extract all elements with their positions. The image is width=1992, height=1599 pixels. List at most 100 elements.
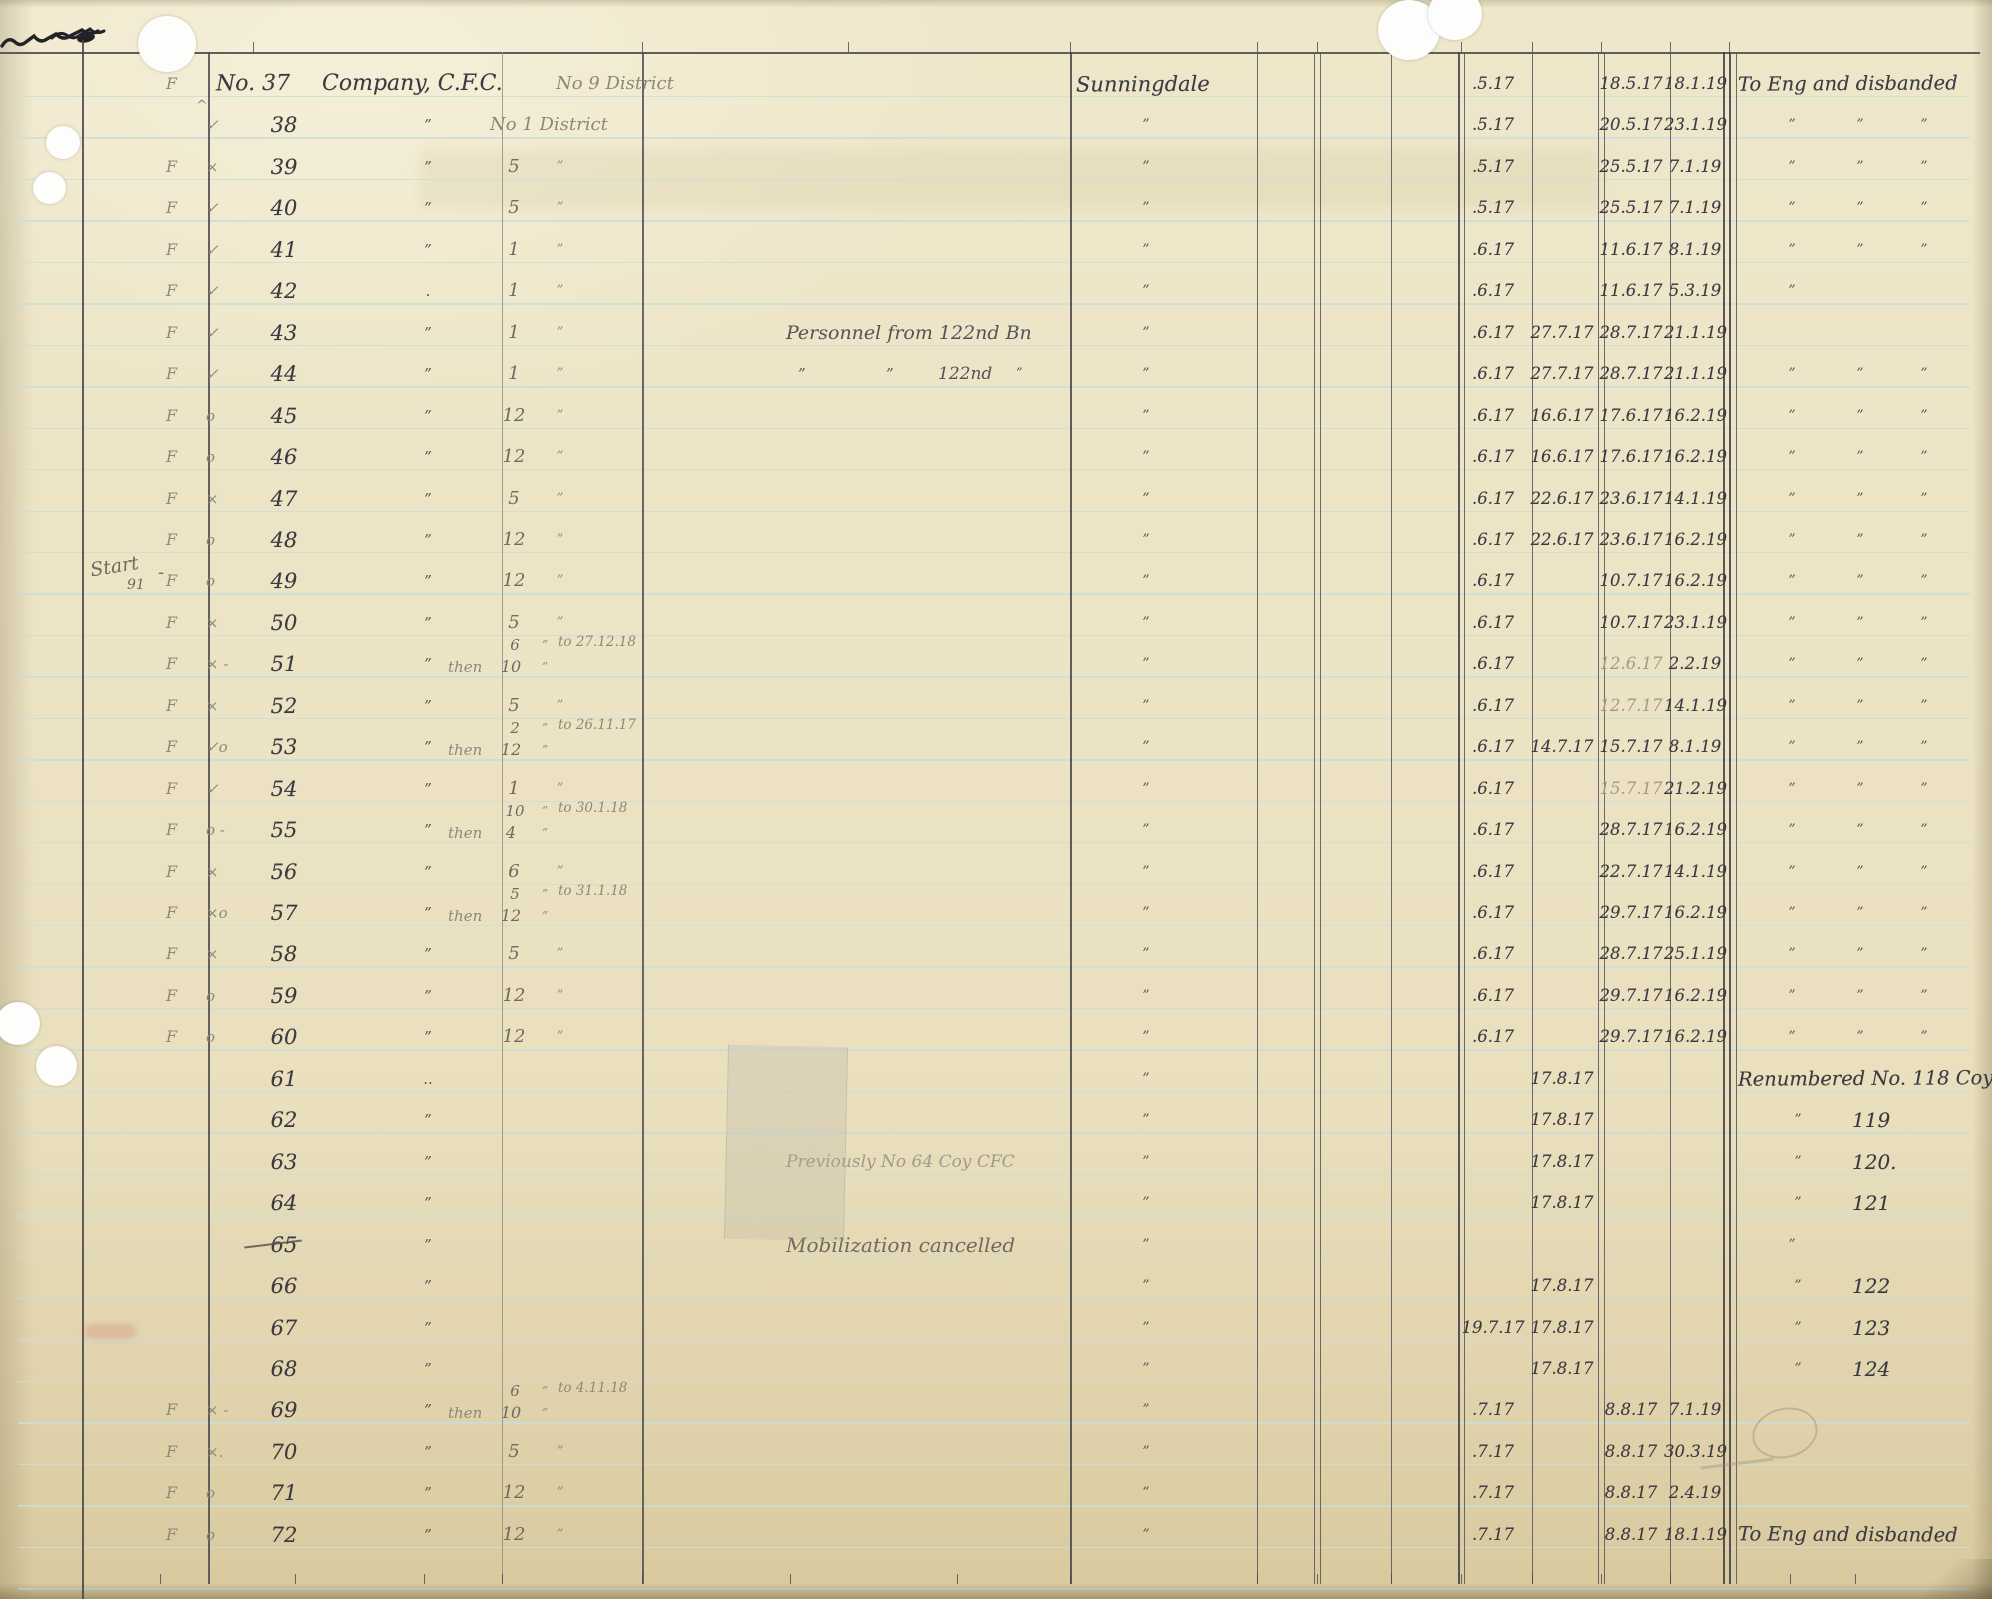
remark: Renumbered No. 118 Coy	[1737, 1065, 1992, 1091]
pencil-mark: ✓	[206, 116, 219, 135]
pencil-mark: ✓	[206, 323, 219, 342]
district-ditto: ”	[556, 490, 564, 506]
date-col-4: 21.1.19	[1664, 322, 1727, 342]
district-ditto: ”	[556, 158, 564, 174]
letter-f-annotation: F	[166, 985, 178, 1005]
district-change-until: to 31.1.18	[558, 883, 628, 899]
company-ditto: ”	[424, 696, 432, 715]
date-col-4: 16.2.19	[1664, 405, 1727, 425]
date-col-2: 14.7.17	[1530, 737, 1594, 757]
location-ditto: ”	[1142, 158, 1150, 175]
ruled-line	[18, 427, 1970, 429]
date-col-3: 28.7.17	[1599, 944, 1663, 964]
district-ditto: ”	[556, 531, 564, 547]
remark-ditto: ”	[1920, 573, 1928, 590]
column-tick	[1670, 1574, 1672, 1584]
column-tick	[1257, 1574, 1259, 1584]
date-col-1: .7.17	[1472, 1483, 1514, 1503]
column-rule	[1257, 52, 1258, 1584]
ruled-line	[18, 344, 1970, 347]
district-ditto: ”	[556, 863, 564, 879]
location-ditto: ”	[1142, 283, 1150, 300]
remark-ditto: ”	[1788, 780, 1796, 797]
ruled-line	[18, 800, 1970, 803]
remark-ditto: ”	[1788, 946, 1796, 963]
date-col-3: 28.7.17	[1599, 322, 1663, 342]
column-rule	[1723, 52, 1725, 1584]
date-col-2: 17.8.17	[1530, 1276, 1594, 1296]
remark-ditto: ”	[1920, 200, 1928, 217]
date-col-1: .6.17	[1472, 322, 1514, 342]
letter-f-annotation: F	[166, 903, 178, 922]
date-col-3: 15.7.17	[1599, 778, 1663, 798]
remark-ditto: ”	[1920, 366, 1928, 383]
date-col-1: .6.17	[1472, 695, 1514, 715]
company-number: 58	[270, 942, 298, 967]
company-number: 49	[270, 569, 298, 594]
ruled-line	[18, 178, 1970, 181]
date-col-4: 23.1.19	[1664, 115, 1727, 135]
ruled-line	[18, 1339, 1970, 1341]
ruled-line	[18, 303, 1970, 305]
date-col-4: 16.2.19	[1664, 571, 1727, 591]
district-change-new: 12	[500, 906, 522, 925]
company-number: No. 37	[215, 70, 291, 97]
pencil-mark: ✓	[206, 779, 219, 798]
column-tick	[1790, 1574, 1792, 1584]
letter-f-annotation: F	[166, 156, 178, 176]
location-ditto: ”	[1142, 241, 1150, 258]
column-rule	[502, 52, 503, 1584]
company-ditto: ”	[424, 157, 432, 176]
date-col-1: .6.17	[1472, 1027, 1514, 1047]
company-ditto: ”	[424, 572, 432, 591]
district-number: 12	[502, 570, 526, 592]
renumber-number: 124	[1852, 1356, 1891, 1381]
pencil-mark: ✓	[206, 365, 219, 384]
letter-f-annotation: F	[166, 1441, 178, 1461]
remark-ditto: ”	[1788, 158, 1796, 175]
date-col-1: .6.17	[1472, 985, 1514, 1005]
date-col-3: 15.7.17	[1599, 737, 1663, 757]
remark-ditto: ”	[1788, 905, 1796, 921]
remark-ditto: ”	[1788, 490, 1796, 507]
date-col-1: .6.17	[1472, 944, 1514, 964]
district-number: 12	[502, 1523, 526, 1545]
company-number: 56	[270, 859, 298, 884]
company-number: 72	[270, 1522, 298, 1547]
remark-ditto: ”	[1920, 490, 1928, 507]
district-change-until: to 27.12.18	[558, 634, 636, 651]
date-col-1: .6.17	[1472, 488, 1514, 508]
date-col-4: 18.1.19	[1664, 74, 1727, 93]
district-change-ditto: ”	[541, 1384, 549, 1399]
column-tick	[1257, 42, 1259, 52]
location-ditto: ”	[1142, 449, 1150, 466]
remark-ditto: ”	[1856, 697, 1864, 714]
company-number: 39	[270, 154, 298, 179]
company-ditto: ”	[424, 1401, 432, 1420]
company-ditto: ”	[424, 1318, 432, 1337]
pencil-mark: o	[206, 986, 216, 1005]
date-col-4: 16.2.19	[1664, 820, 1727, 840]
column-tick	[957, 1574, 959, 1584]
company-number: 45	[270, 403, 298, 428]
date-col-4: 23.1.19	[1664, 612, 1727, 632]
location-ditto: ”	[1142, 863, 1150, 880]
district-number: 5	[508, 611, 520, 633]
column-tick	[642, 1574, 644, 1584]
letter-f-annotation: F	[166, 447, 178, 467]
pencil-mark: o	[206, 1484, 216, 1503]
date-col-1: .7.17	[1472, 1400, 1514, 1420]
date-col-1: .6.17	[1472, 281, 1514, 301]
district-number: 1	[508, 321, 520, 343]
district-change-then: then	[448, 824, 483, 843]
district-change-then: then	[448, 1404, 483, 1423]
column-tick	[160, 1574, 162, 1584]
company-ditto: ..	[423, 1069, 433, 1088]
date-col-4: 16.2.19	[1664, 1027, 1727, 1047]
date-col-2: 17.8.17	[1530, 1358, 1594, 1378]
company-number: 47	[270, 486, 298, 511]
district: No 1 District	[490, 114, 608, 136]
company-ditto: ”	[424, 489, 432, 508]
column-rule	[1729, 52, 1731, 1584]
